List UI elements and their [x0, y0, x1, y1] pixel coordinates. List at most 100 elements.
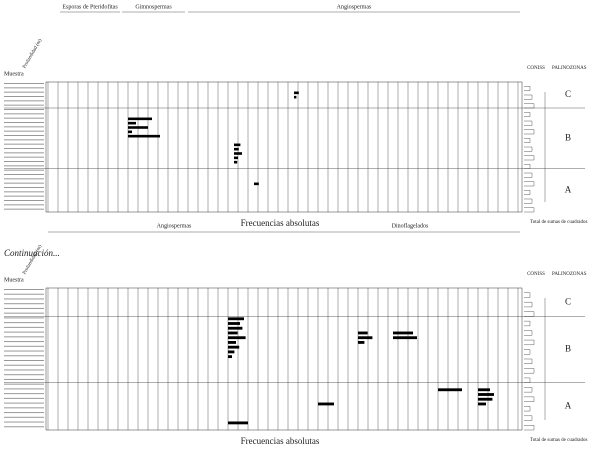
dendrogram — [524, 155, 535, 161]
sample-row-mark — [4, 412, 44, 414]
sample-row-mark — [4, 161, 44, 162]
sample-row-mark — [4, 388, 44, 390]
sample-row-mark — [4, 402, 44, 404]
bar — [358, 336, 373, 340]
dendrogram — [524, 320, 531, 327]
sample-row-mark — [4, 345, 44, 347]
bar — [234, 160, 238, 164]
sample-row-mark — [4, 383, 44, 385]
total-label: Total de sumas de cuadrados — [530, 438, 587, 443]
sample-row-mark — [4, 139, 44, 141]
bar — [228, 355, 232, 359]
zone-label: C — [565, 89, 571, 99]
dendrogram — [524, 415, 533, 421]
sample-row-mark — [4, 152, 44, 154]
bottom-group-label: Angiospermas — [157, 223, 192, 229]
bar — [318, 402, 334, 406]
sample-row-mark — [4, 336, 44, 338]
bar — [234, 156, 238, 160]
dendrogram — [524, 292, 531, 298]
bar — [228, 350, 235, 354]
sample-row-mark — [4, 204, 44, 206]
sample-row-mark — [4, 317, 44, 319]
dendrogram — [524, 120, 533, 126]
dendrogram — [524, 406, 531, 412]
sample-row-mark — [4, 374, 44, 376]
sample-row-mark — [4, 293, 44, 295]
sample-row-mark — [4, 303, 44, 305]
bar — [228, 317, 244, 321]
sample-row-mark — [4, 143, 44, 145]
row-header: Muestra — [4, 277, 24, 283]
dendrogram — [524, 164, 531, 169]
sample-row-mark — [4, 355, 44, 357]
depth-header: Profundidad (m) — [22, 38, 43, 70]
dendrogram — [524, 425, 535, 431]
bar — [294, 95, 297, 99]
sample-row-mark — [4, 407, 44, 409]
sample-row-mark — [4, 169, 44, 171]
sample-row-mark — [4, 195, 44, 197]
panel-title: Continuación... — [4, 248, 60, 258]
row-header: Muestra — [4, 71, 24, 77]
zones-title: PALINOZONAS — [552, 66, 587, 71]
bar — [393, 336, 417, 340]
dendrogram — [524, 358, 533, 364]
zone-label: B — [565, 132, 571, 142]
dendrogram — [524, 377, 531, 383]
sample-row-mark — [4, 364, 44, 366]
sample-row-mark — [4, 326, 44, 328]
dendrogram — [524, 86, 531, 91]
bar — [294, 91, 299, 95]
sample-row-mark — [4, 187, 44, 188]
zone-label: C — [565, 296, 571, 306]
dendrogram — [524, 190, 531, 195]
sample-row-mark — [4, 126, 44, 128]
bar — [234, 147, 239, 151]
sample-row-mark — [4, 331, 44, 333]
sample-row-mark — [4, 416, 44, 418]
dendrogram — [524, 172, 533, 178]
bar — [478, 402, 486, 406]
sample-row-mark — [4, 369, 44, 371]
sample-row-mark — [4, 174, 44, 175]
sample-row-mark — [4, 178, 44, 180]
dendrogram — [524, 129, 535, 135]
dendrogram — [524, 112, 531, 117]
bar — [254, 182, 259, 186]
dendrogram — [524, 138, 531, 143]
dendrogram — [524, 103, 535, 109]
group-label: Gimnospermas — [135, 4, 172, 10]
total-label: Total de sumas de cuadrados — [530, 220, 587, 225]
axis-title: Frecuencias absolutas — [241, 436, 320, 446]
dendrogram — [524, 396, 535, 402]
bar — [393, 331, 413, 335]
sample-row-mark — [4, 191, 44, 193]
dendrogram — [524, 207, 535, 213]
sample-row-mark — [4, 100, 44, 102]
sample-row-mark — [4, 104, 44, 106]
sample-row-mark — [4, 312, 44, 314]
sample-row-mark — [4, 208, 44, 210]
bar — [228, 345, 240, 349]
sample-row-mark — [4, 156, 44, 158]
bar — [128, 130, 132, 134]
bar — [478, 388, 490, 392]
sample-row-mark — [4, 298, 44, 300]
sample-row-mark — [4, 117, 44, 119]
group-label: Esporas de Pteridofitas — [62, 3, 118, 10]
sample-row-mark — [4, 165, 44, 167]
coniss-label: CONISS — [527, 272, 545, 277]
dendrogram — [524, 198, 533, 204]
sample-row-mark — [4, 96, 44, 97]
sample-row-mark — [4, 360, 44, 361]
bottom-group-label: Dinoflagelados — [392, 222, 429, 229]
sample-row-mark — [4, 91, 44, 93]
bar — [358, 341, 365, 344]
sample-row-mark — [4, 130, 44, 132]
sample-row-mark — [4, 135, 44, 136]
frame — [45, 81, 523, 213]
bar — [438, 388, 462, 392]
bar — [228, 421, 248, 425]
